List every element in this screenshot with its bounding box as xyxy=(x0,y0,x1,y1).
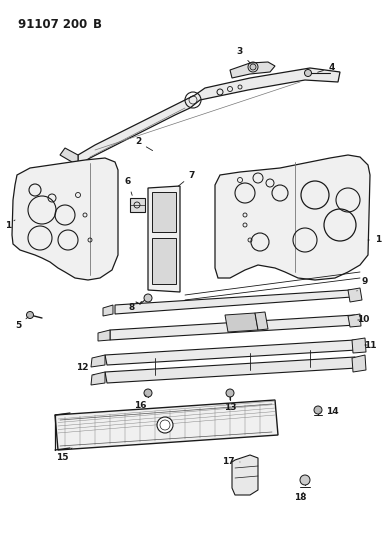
Polygon shape xyxy=(78,68,340,165)
Circle shape xyxy=(27,311,34,319)
Polygon shape xyxy=(91,355,105,367)
Polygon shape xyxy=(348,288,362,302)
Circle shape xyxy=(144,389,152,397)
Polygon shape xyxy=(148,186,180,292)
Text: 15: 15 xyxy=(56,448,72,463)
Polygon shape xyxy=(12,158,118,280)
Polygon shape xyxy=(110,315,356,340)
Text: 7: 7 xyxy=(178,171,195,186)
Polygon shape xyxy=(348,314,361,327)
Text: 6: 6 xyxy=(125,177,132,196)
Polygon shape xyxy=(55,400,278,450)
Circle shape xyxy=(250,64,256,70)
Text: 17: 17 xyxy=(222,457,240,466)
Polygon shape xyxy=(232,455,258,495)
Circle shape xyxy=(314,406,322,414)
Text: B: B xyxy=(93,18,102,31)
Circle shape xyxy=(144,294,152,302)
Polygon shape xyxy=(91,372,105,385)
Circle shape xyxy=(226,389,234,397)
Text: 11: 11 xyxy=(364,341,376,350)
Text: 1: 1 xyxy=(368,236,381,245)
Polygon shape xyxy=(152,238,176,284)
Text: 10: 10 xyxy=(357,316,369,325)
Text: 5: 5 xyxy=(15,317,28,330)
Text: 18: 18 xyxy=(294,492,306,502)
Circle shape xyxy=(305,69,312,77)
Polygon shape xyxy=(98,330,110,341)
Polygon shape xyxy=(255,312,268,330)
Text: 3: 3 xyxy=(237,47,250,63)
Text: 8: 8 xyxy=(129,302,142,312)
Polygon shape xyxy=(352,355,366,372)
Text: 14: 14 xyxy=(320,408,338,416)
Polygon shape xyxy=(60,148,78,165)
Polygon shape xyxy=(215,155,370,280)
Text: 1: 1 xyxy=(5,220,15,230)
Text: 13: 13 xyxy=(224,397,236,411)
Text: 2: 2 xyxy=(135,138,152,151)
Polygon shape xyxy=(130,198,145,212)
Polygon shape xyxy=(352,338,366,353)
Polygon shape xyxy=(230,62,275,78)
Text: 91107 200: 91107 200 xyxy=(18,18,87,31)
Text: 4: 4 xyxy=(318,63,335,72)
Polygon shape xyxy=(105,357,357,383)
Text: 16: 16 xyxy=(134,395,146,410)
Circle shape xyxy=(300,475,310,485)
Text: 12: 12 xyxy=(76,364,94,375)
Polygon shape xyxy=(115,290,352,314)
Polygon shape xyxy=(225,313,258,332)
Polygon shape xyxy=(152,192,176,232)
Text: 9: 9 xyxy=(357,278,368,291)
Polygon shape xyxy=(105,340,357,365)
Circle shape xyxy=(157,417,173,433)
Polygon shape xyxy=(103,305,113,316)
